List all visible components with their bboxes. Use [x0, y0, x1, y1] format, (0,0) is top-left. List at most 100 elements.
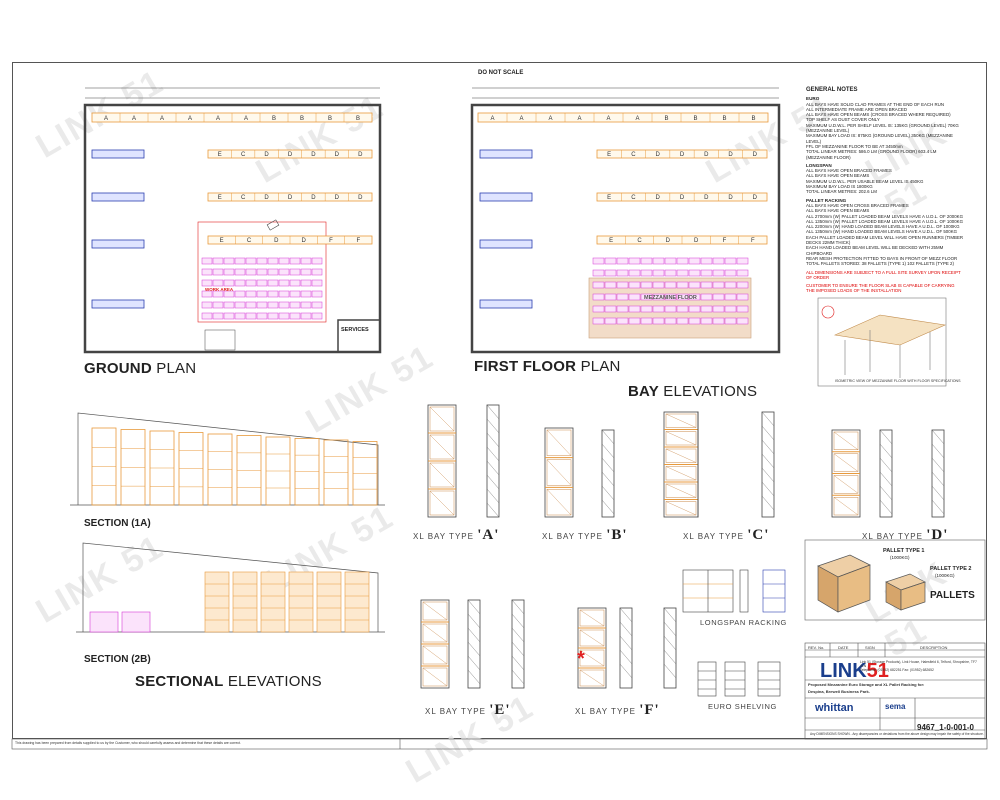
- section-2b-racks: [89, 571, 370, 633]
- rack-letter: A: [132, 116, 136, 122]
- bay-pallet-cross: [833, 431, 859, 450]
- ground-plan-racks: E C D D D D D E C D D D D D E C D D F F: [91, 149, 373, 320]
- euro-shelf: [311, 268, 323, 276]
- bay-bracing: [761, 439, 775, 455]
- rack-letter: D: [666, 238, 671, 244]
- section-1a-racks: [91, 427, 378, 506]
- mezzanine-floor-label: MEZZANINE FLOOR: [644, 295, 697, 301]
- euro-shelf: [234, 290, 246, 298]
- euro-shelf: [688, 269, 701, 277]
- notes-line: FFL OF MEZZANINE FLOOR TO BE AT 3450mm: [806, 143, 903, 149]
- bay-bracing: [931, 499, 945, 515]
- notes-line: ALL BAYS HAVE OPEN CROSS BRACED FRAMES: [806, 202, 909, 208]
- bay-type-f-label: XL BAY TYPE 'F': [575, 702, 660, 719]
- rack-letter: A: [104, 116, 108, 122]
- euro-shelf: [234, 312, 246, 320]
- euro-shelf: [652, 317, 665, 325]
- euro-shelf: [212, 257, 224, 265]
- notes-line: TOP SHELF AS DUST COVER ONLY: [806, 117, 880, 123]
- euro-shelf: [300, 257, 312, 265]
- bay-pallet-cross: [665, 431, 697, 446]
- euro-shelf: [201, 279, 213, 287]
- bay-side-frame: [486, 404, 500, 518]
- rack-letter: D: [753, 195, 758, 201]
- bay-bracing: [467, 641, 481, 657]
- bay-pallet-cross: [665, 448, 697, 463]
- bay-bracing: [511, 627, 525, 643]
- euro-shelf: [640, 281, 653, 289]
- bay-type-a-label: XL BAY TYPE 'A': [413, 527, 499, 544]
- company-telephone: Telephone: (01952) 682251 Fax: (01952) 6…: [860, 668, 934, 672]
- services-label: SERVICES: [341, 327, 369, 333]
- rack-letter: B: [751, 116, 755, 122]
- euro-shelf: [628, 293, 641, 301]
- rack-letter: C: [247, 238, 252, 244]
- work-area-label: WORK AREA: [205, 287, 234, 292]
- euro-shelf: [212, 312, 224, 320]
- euro-shelf: [664, 305, 677, 313]
- bay-bracing: [486, 502, 500, 518]
- notes-line: ALL INTERMEDIATE FRAME ARE OPEN BRACED: [806, 106, 908, 112]
- footer-disclaimer-left: This drawing has been prepared from deta…: [15, 741, 241, 745]
- rack-letter: D: [358, 195, 363, 201]
- pallet-type-2-weight: (1000KG): [935, 573, 955, 578]
- rack-letter: A: [635, 116, 639, 122]
- rack-letter: E: [220, 238, 224, 244]
- rack-letter: F: [751, 238, 755, 244]
- first-floor-plan-title-rest: PLAN: [576, 358, 621, 375]
- rack-letter: D: [656, 152, 661, 158]
- euro-shelf: [278, 257, 290, 265]
- rack-letter: D: [704, 152, 709, 158]
- rack-letter: B: [300, 116, 304, 122]
- euro-shelf: [278, 279, 290, 287]
- rack-letter: A: [160, 116, 164, 122]
- rack-letter: D: [274, 238, 279, 244]
- do-not-scale-note: DO NOT SCALE: [478, 70, 524, 76]
- euro-shelf: [201, 268, 213, 276]
- bay-bracing: [619, 621, 633, 637]
- notes-line: ALL BAYS HAVE OPEN BRACED FRAMES: [806, 168, 892, 174]
- euro-shelf: [676, 305, 689, 313]
- euro-shelf: [234, 301, 246, 309]
- section-bay: [232, 571, 258, 633]
- rack-letter: D: [311, 152, 316, 158]
- bay-bracing: [761, 425, 775, 441]
- euro-shelf: [245, 279, 257, 287]
- bay-bracing: [663, 607, 677, 623]
- rack-letter: D: [728, 195, 733, 201]
- bay-pallet-cross: [422, 601, 448, 621]
- euro-shelf: [223, 290, 235, 298]
- euro-shelf: [300, 268, 312, 276]
- bay-side-frame: [761, 411, 775, 518]
- euro-shelf: [245, 290, 257, 298]
- euro-shelf: [223, 257, 235, 265]
- notes-line: ALL BAYS HAVE OPEN BEAMS: [806, 208, 870, 214]
- bay-bracing: [619, 635, 633, 651]
- euro-shelf: [700, 257, 713, 265]
- sema-logo: sema: [885, 702, 906, 711]
- rack-letter: B: [272, 116, 276, 122]
- company-address: Link 51 (Storage Products), Link House, …: [860, 660, 977, 668]
- first-floor-plan-title-bold: FIRST FLOOR: [474, 358, 577, 375]
- bay-type-c-label: XL BAY TYPE 'C': [683, 527, 769, 544]
- bay-bracing: [663, 621, 677, 637]
- euro-shelf: [267, 290, 279, 298]
- forklift-icon: [266, 219, 280, 231]
- bay-side-frame: [663, 607, 677, 689]
- bay-pallet-cross: [833, 453, 859, 472]
- euro-shelf: [688, 305, 701, 313]
- euro-shelf: [267, 301, 279, 309]
- euro-shelf: [256, 268, 268, 276]
- euro-shelf: [736, 305, 749, 313]
- euro-shelf: [289, 257, 301, 265]
- euro-shelf: [234, 268, 246, 276]
- rack-letter: F: [723, 238, 727, 244]
- pallet-type-1-label: PALLET TYPE 1: [883, 548, 925, 554]
- euro-shelf: [724, 305, 737, 313]
- rack-letter: C: [637, 238, 642, 244]
- notes-line: REAR MESH PROTECTION FITTED TO BAYS IN F…: [806, 255, 958, 261]
- euro-shelf: [278, 301, 290, 309]
- notes-line: ALL 2200mm (W) HAND LOADED BEAM LEVELS H…: [806, 224, 960, 230]
- euro-shelf: [688, 293, 701, 301]
